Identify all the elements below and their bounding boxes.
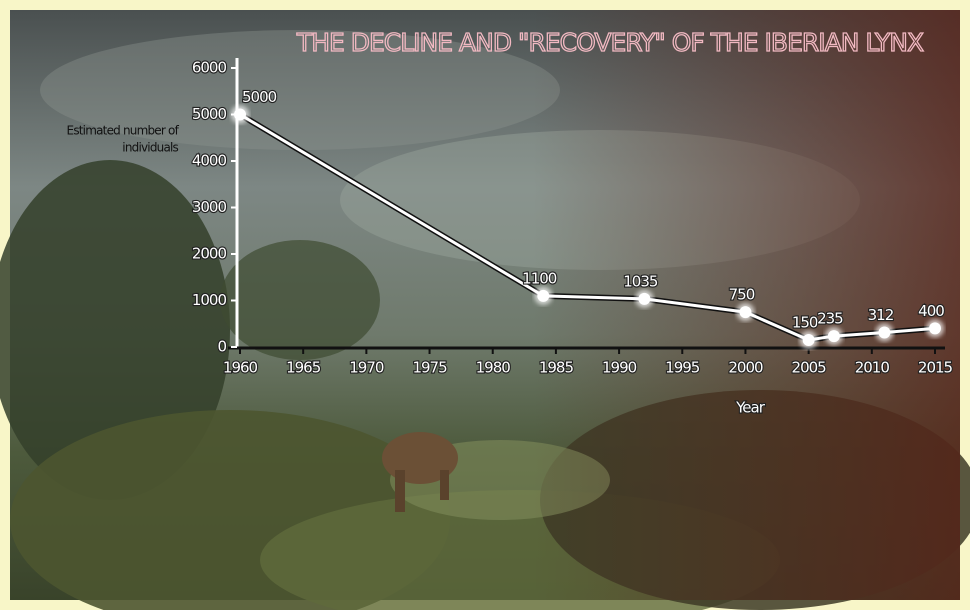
value-label: 312	[868, 306, 894, 324]
x-tick-label: 1965	[286, 359, 321, 377]
chart-title: THE DECLINE AND "RECOVERY" OF THE IBERIA…	[296, 28, 924, 57]
point	[739, 306, 752, 319]
x-tick-label: 2000	[728, 359, 763, 377]
y-tick-label: 4000	[192, 152, 227, 170]
y-tick-label: 5000	[192, 105, 227, 123]
x-tick-label: 1985	[539, 359, 574, 377]
point	[878, 326, 891, 339]
point	[827, 330, 840, 343]
x-tick-label: 1990	[602, 359, 637, 377]
point	[929, 322, 941, 335]
value-label: 1100	[522, 269, 557, 287]
y-tick-label: 2000	[192, 245, 227, 263]
x-tick-label: 1960	[223, 359, 258, 377]
point	[537, 289, 550, 302]
value-label: 750	[729, 286, 755, 304]
point	[234, 108, 246, 121]
y-tick-label: 1000	[192, 291, 227, 309]
y-axis-label: individuals	[122, 141, 178, 155]
value-label: 400	[918, 302, 944, 320]
x-tick-label: 1970	[349, 359, 384, 377]
y-axis-label: Estimated number of	[67, 124, 180, 138]
x-tick-label: 2005	[792, 359, 827, 377]
x-tick-label: 2015	[918, 359, 953, 377]
background-photo	[0, 10, 970, 610]
value-label: 150	[792, 314, 818, 332]
y-tick-label: 3000	[192, 198, 227, 216]
x-tick-label: 2010	[855, 359, 890, 377]
point	[638, 292, 651, 305]
x-axis-label: Year	[735, 399, 766, 417]
value-label: 235	[817, 310, 843, 328]
value-label: 1035	[623, 272, 658, 290]
point	[802, 334, 815, 347]
y-tick-label: 6000	[192, 59, 227, 77]
x-tick-label: 1995	[665, 359, 700, 377]
value-label: 5000	[242, 88, 277, 106]
y-tick-label: 0	[217, 338, 226, 356]
x-tick-label: 1975	[412, 359, 447, 377]
x-tick-label: 1980	[476, 359, 511, 377]
